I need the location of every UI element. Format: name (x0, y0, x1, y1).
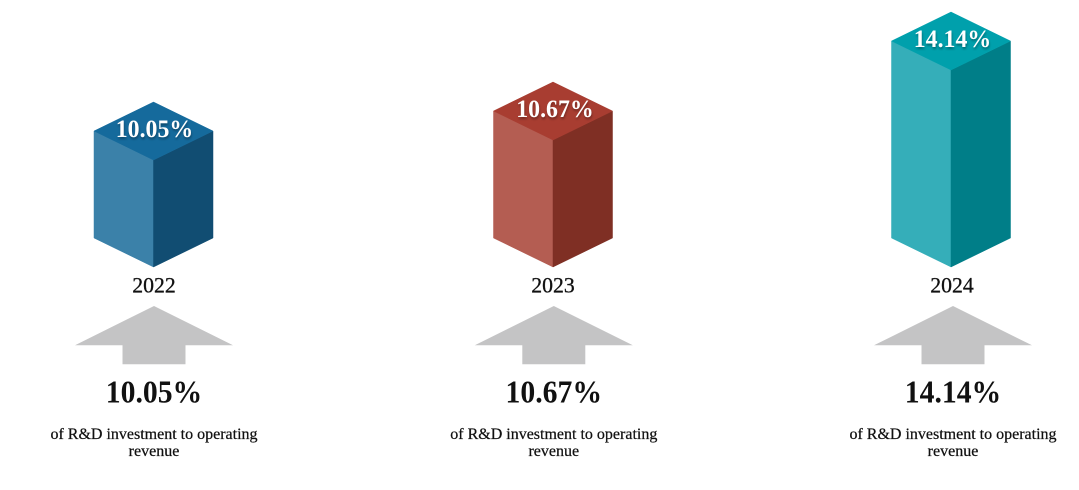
svg-text:of R&D investment to operating: of R&D investment to operating (50, 426, 257, 443)
svg-text:of R&D investment to operating: of R&D investment to operating (849, 426, 1056, 443)
svg-text:revenue: revenue (528, 443, 579, 460)
svg-text:10.05%: 10.05% (106, 374, 203, 410)
svg-text:of R&D investment to operating: of R&D investment to operating (450, 426, 657, 443)
svg-text:14.14%: 14.14% (905, 374, 1002, 410)
svg-text:14.14%: 14.14% (914, 28, 992, 55)
svg-text:10.67%: 10.67% (506, 374, 603, 410)
svg-text:14.14%: 14.14% (914, 26, 992, 53)
svg-text:10.05%: 10.05% (116, 118, 194, 145)
svg-text:10.67%: 10.67% (516, 96, 594, 123)
svg-text:2022: 2022 (132, 272, 176, 297)
svg-text:2024: 2024 (930, 272, 974, 297)
svg-text:10.67%: 10.67% (517, 98, 595, 125)
svg-text:revenue: revenue (129, 443, 180, 460)
svg-text:10.05%: 10.05% (116, 116, 194, 143)
svg-text:2023: 2023 (531, 272, 575, 297)
svg-text:revenue: revenue (928, 443, 979, 460)
